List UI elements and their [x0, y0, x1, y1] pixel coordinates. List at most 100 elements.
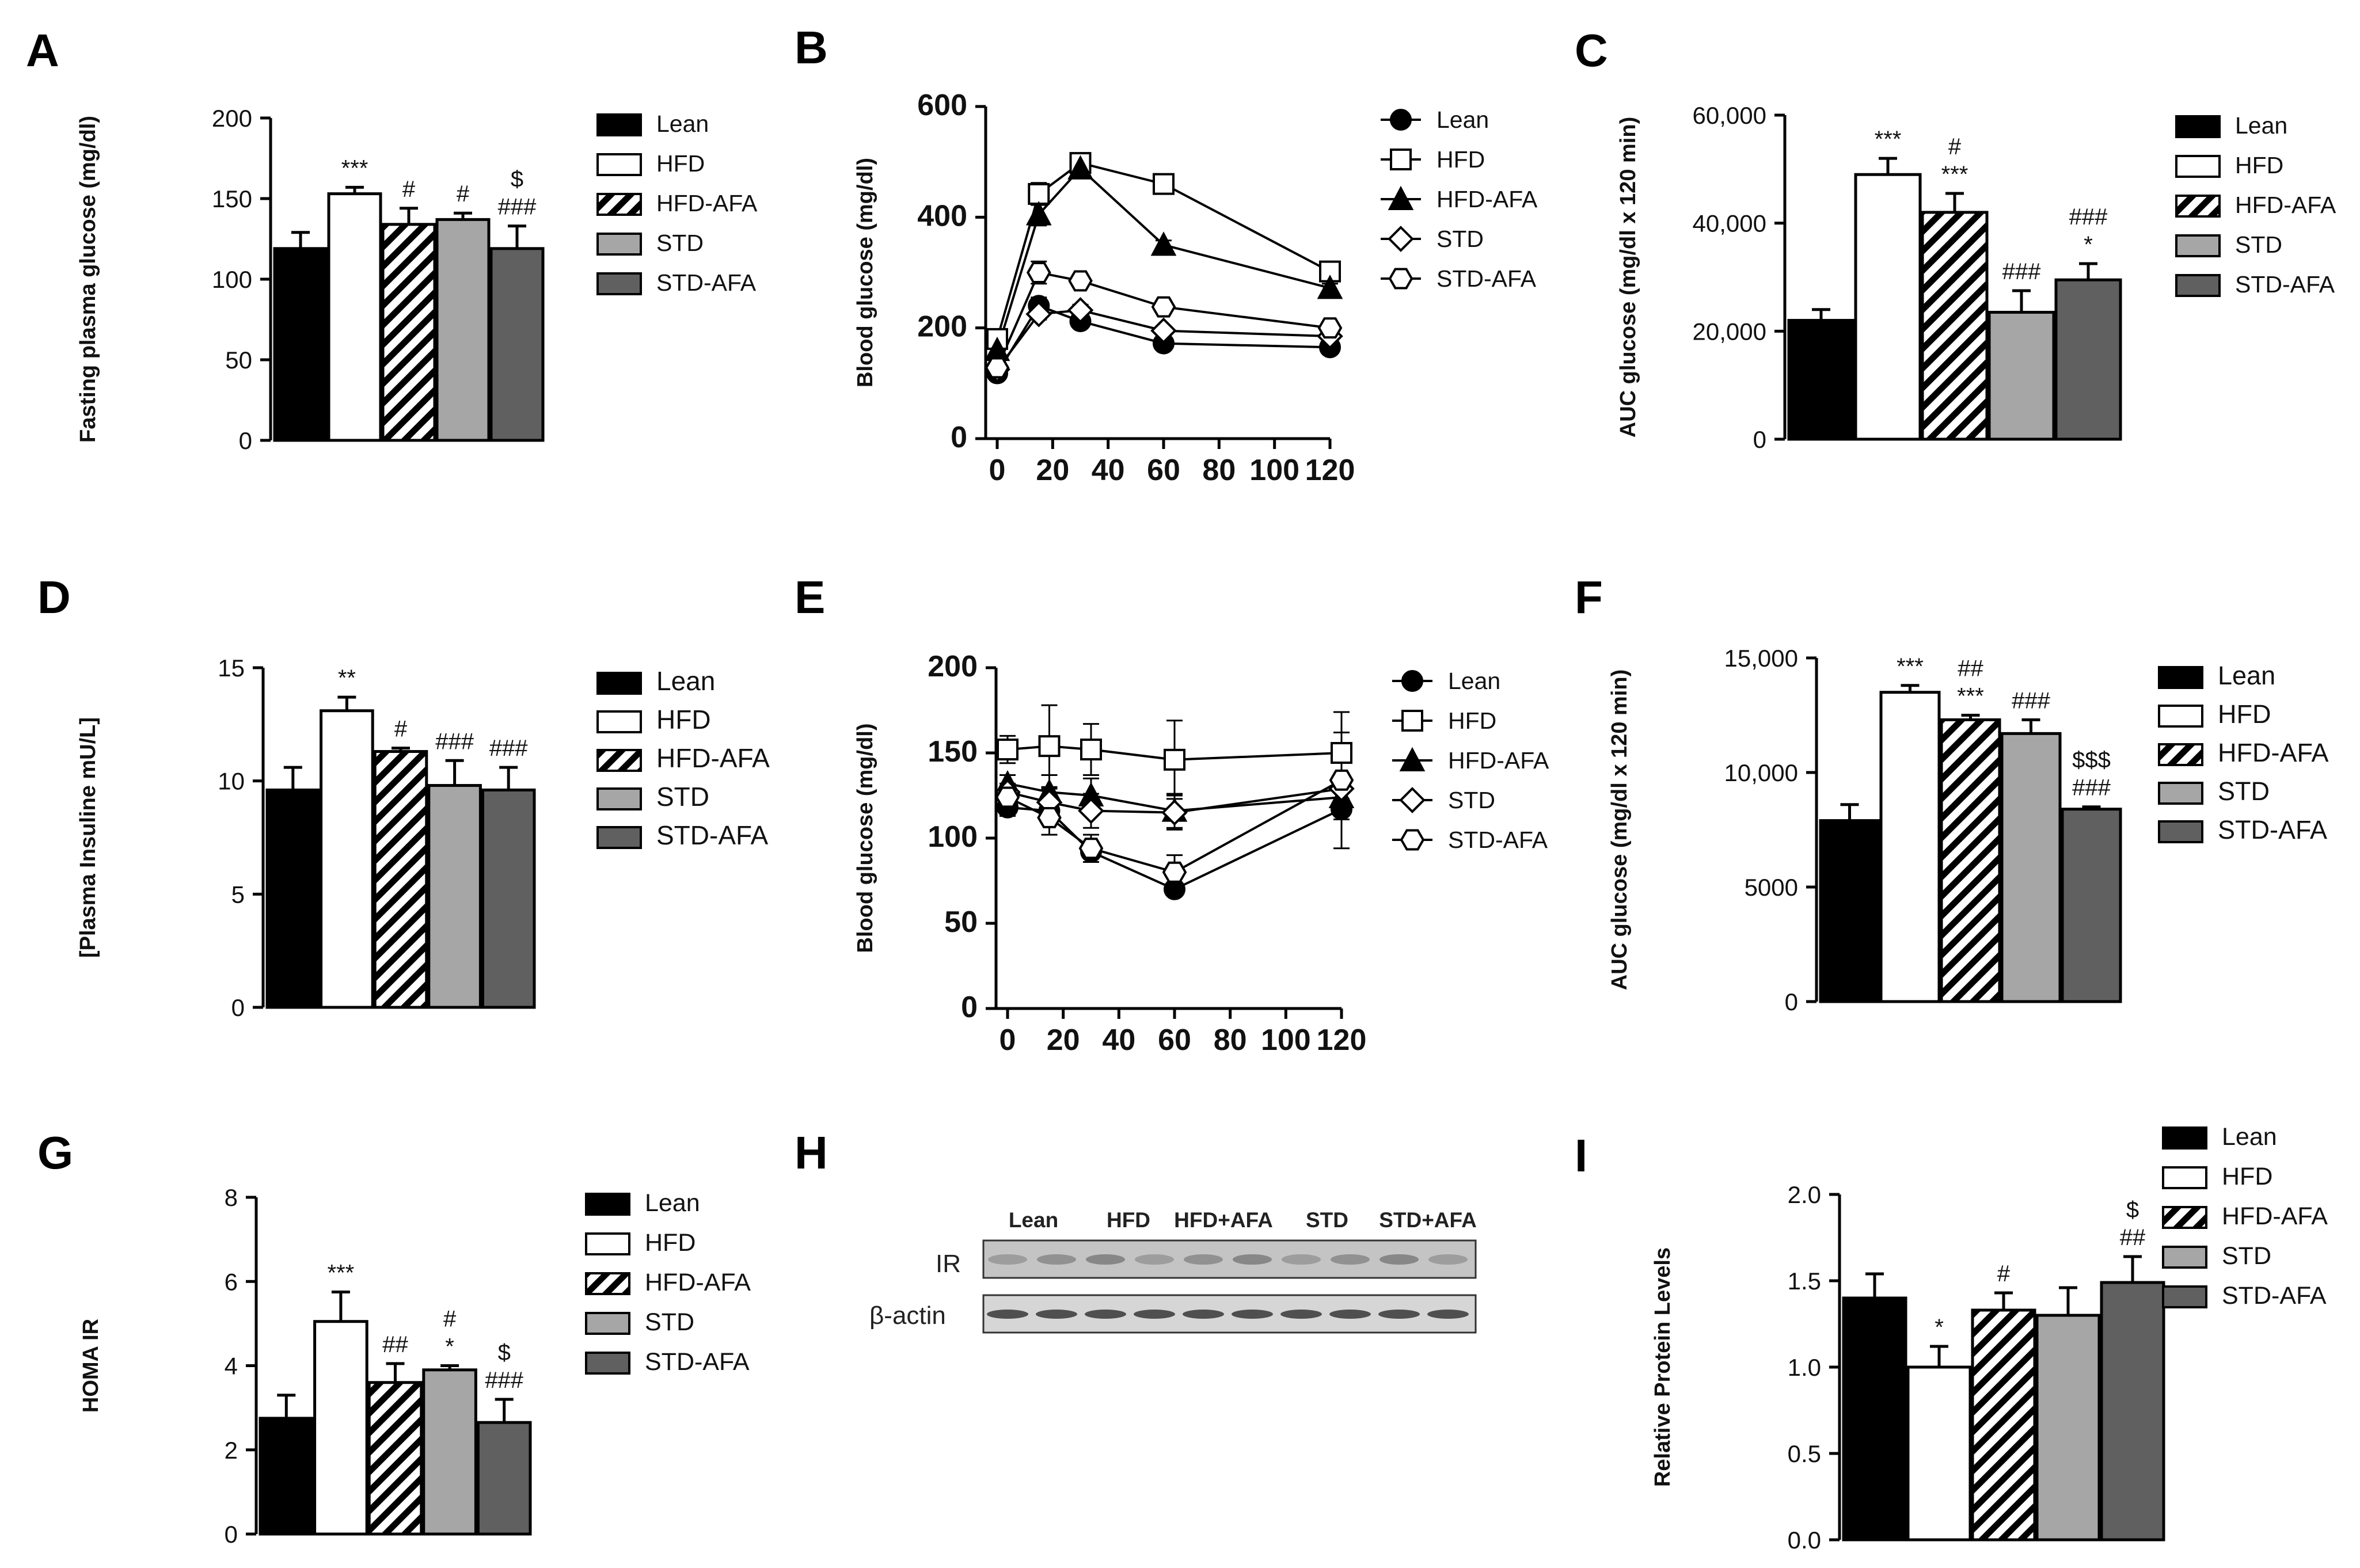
y-axis-label: Fasting plasma glucose (mg/dl) — [76, 116, 100, 443]
legend-swatch — [2158, 705, 2203, 728]
bar — [489, 247, 545, 442]
bar — [2000, 732, 2062, 1003]
significance-mark: $$$ — [2072, 748, 2111, 773]
legend-swatch — [596, 233, 642, 256]
bar — [1906, 1365, 1972, 1542]
data-point — [1317, 317, 1343, 339]
data-point — [995, 786, 1020, 808]
y-tick-label: 15 — [218, 654, 245, 682]
significance-mark: # — [1997, 1261, 2011, 1287]
legend-label: STD — [2222, 1242, 2271, 1270]
legend-label: HFD-AFA — [656, 743, 770, 773]
legend-marker — [1390, 149, 1412, 170]
blot-band-ir — [1184, 1254, 1223, 1265]
bar — [313, 1320, 368, 1536]
y-tick-label: 10,000 — [1724, 759, 1798, 786]
western-blot: Lean HFD HFD+AFA STD STD+AFA IR β-actin — [869, 1208, 1477, 1334]
y-axis-label: AUC glucose (mg/dl x 120 min) — [1616, 117, 1640, 437]
y-tick-label: 2 — [225, 1437, 238, 1464]
legend-swatch — [2175, 234, 2221, 257]
legend-swatch — [585, 1272, 630, 1295]
significance-mark: # — [402, 177, 416, 202]
significance-mark: ### — [489, 736, 528, 761]
y-tick-label: 5000 — [1745, 874, 1798, 901]
legend-label: HFD — [656, 705, 711, 734]
data-point — [1025, 201, 1052, 226]
data-point — [1026, 262, 1051, 283]
legend-label: HFD-AFA — [645, 1269, 751, 1296]
legend-label: Lean — [1448, 668, 1500, 694]
x-tick-label: 80 — [1202, 454, 1236, 487]
legend-label: STD-AFA — [2218, 815, 2327, 844]
legend-swatch — [596, 193, 642, 216]
legend-swatch — [596, 153, 642, 176]
y-tick-label: 400 — [917, 199, 967, 233]
panel-letter-a: A — [26, 25, 59, 76]
bar — [1971, 1308, 2036, 1542]
y-tick-label: 0 — [239, 427, 252, 454]
chart-panel-f: 0 5000 10,000 15,000 AUC glucose (mg/dl x 12… — [1607, 645, 2329, 1015]
significance-mark: ** — [338, 665, 356, 691]
y-tick-label: 50 — [944, 905, 978, 939]
legend-label: STD-AFA — [645, 1348, 750, 1376]
data-point — [997, 739, 1019, 761]
legend-swatch — [2158, 743, 2203, 766]
chart-panel-b: 0 200 400 600 Blood glucose (mg/dl) 0 20 40 60 80… — [853, 89, 1538, 487]
significance-mark: $ — [2126, 1197, 2139, 1223]
bar — [1787, 319, 1855, 441]
legend-swatch — [2175, 115, 2221, 138]
legend-label: HFD-AFA — [2218, 738, 2329, 767]
y-tick-label: 8 — [225, 1184, 238, 1211]
significance-mark: ### — [498, 195, 537, 220]
legend-label: HFD-AFA — [656, 190, 758, 216]
legend-label: STD — [1436, 226, 1484, 252]
blot-band-actin — [1427, 1310, 1469, 1319]
data-point — [1067, 297, 1094, 324]
legend-marker — [1390, 109, 1412, 131]
chart-panel-e: 0 50 100 150 200 Blood glucose (mg/dl) 0 20 40 60… — [853, 650, 1549, 1057]
y-tick-label: 1.5 — [1788, 1268, 1821, 1295]
significance-mark: *** — [341, 155, 368, 181]
significance-mark: # — [443, 1307, 457, 1332]
legend-label: STD — [656, 230, 704, 256]
x-tick-label: 60 — [1147, 454, 1180, 487]
chart-panel-a: 0 50 100 150 200 Fasting plasma glucose (mg/d… — [76, 105, 758, 454]
legend-swatch — [2162, 1206, 2207, 1229]
significance-mark: ### — [2002, 259, 2041, 284]
legend-label: HFD-AFA — [2235, 192, 2336, 218]
bar — [1940, 718, 2001, 1003]
blot-band-actin — [1280, 1310, 1322, 1319]
y-tick-label: 600 — [917, 89, 967, 122]
significance-mark: # — [1948, 134, 1962, 159]
data-point — [1150, 231, 1177, 256]
blot-band-ir — [1233, 1254, 1272, 1265]
significance-mark: * — [2084, 232, 2093, 257]
legend-label: HFD — [2218, 699, 2271, 729]
bar — [2035, 1314, 2101, 1542]
data-point — [1161, 799, 1188, 826]
blot-band-actin — [1085, 1310, 1126, 1319]
legend-label: HFD — [1448, 707, 1496, 734]
legend-label: HFD — [645, 1229, 696, 1257]
legend-swatch — [596, 826, 642, 849]
legend-label: HFD — [1436, 146, 1485, 173]
data-point — [1331, 742, 1352, 764]
data-point — [1078, 838, 1104, 859]
bar — [2061, 808, 2122, 1003]
data-point — [1164, 748, 1185, 771]
legend-label: STD — [645, 1308, 694, 1336]
bar — [427, 784, 482, 1009]
significance-mark: *** — [1941, 162, 1968, 187]
legend-swatch — [2175, 155, 2221, 178]
blot-group-label: STD+AFA — [1379, 1208, 1477, 1232]
legend-swatch — [596, 710, 642, 733]
legend-label: HFD — [656, 150, 705, 177]
legend-label: Lean — [1436, 106, 1489, 133]
legend-swatch — [2175, 195, 2221, 218]
legend-label: STD — [1448, 787, 1495, 813]
legend-swatch — [2162, 1166, 2207, 1189]
y-tick-label: 6 — [225, 1268, 238, 1295]
